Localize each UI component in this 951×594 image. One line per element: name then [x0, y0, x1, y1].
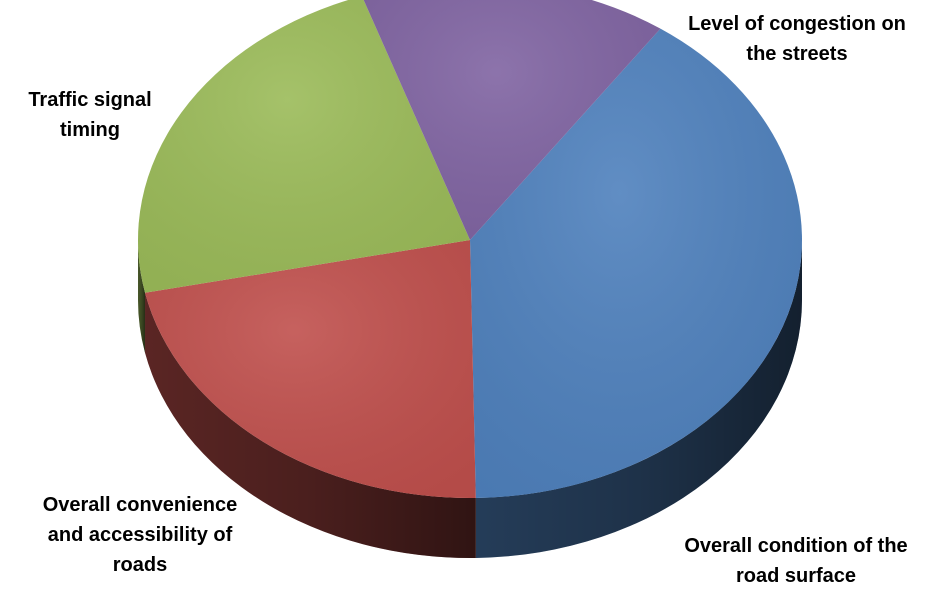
slice-label-1-line-0: Overall condition of the — [684, 535, 907, 557]
slice-labels: Level of congestion on the streets Overall… — [28, 13, 907, 587]
slice-label-0: Level of congestion on the streets — [688, 13, 906, 65]
slice-side-shade-1 — [145, 292, 476, 558]
slice-label-2-line-1: and accessibility of — [48, 524, 233, 546]
slice-label-3-line-1: timing — [60, 119, 120, 141]
slice-sheen-0 — [470, 28, 802, 498]
slice-sheen-3 — [363, 0, 661, 240]
slice-side-shade-0 — [475, 240, 802, 558]
slice-label-2-line-2: roads — [113, 554, 167, 576]
slice-label-0-line-1: the streets — [746, 43, 847, 65]
slice-label-1-line-1: road surface — [736, 565, 856, 587]
slice-label-0-line-0: Level of congestion on — [688, 13, 906, 35]
slice-label-2: Overall convenience and accessibility of r… — [43, 494, 238, 576]
slice-label-1: Overall condition of the road surface — [684, 535, 907, 587]
slice-sheen-1 — [145, 240, 476, 498]
pie-slices — [138, 0, 802, 498]
slice-label-2-line-0: Overall convenience — [43, 494, 238, 516]
slice-label-3-line-0: Traffic signal — [28, 89, 151, 111]
slice-sheen-2 — [138, 0, 470, 293]
slice-side-shade-2 — [138, 240, 146, 353]
slice-label-3: Traffic signal timing — [28, 89, 151, 141]
pie-side-walls — [138, 240, 802, 558]
